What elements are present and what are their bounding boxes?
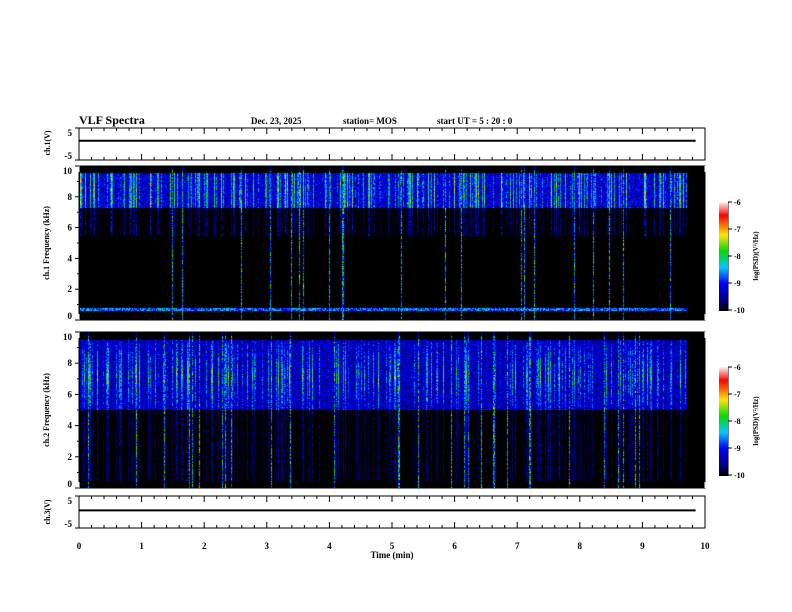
- ch2-freq-label: ch.2 Frequency (kHz): [42, 373, 51, 447]
- x-tick-label: 6: [452, 541, 457, 551]
- y-tick-label: 0: [68, 311, 73, 321]
- colorbar-tick-label: -9: [734, 279, 741, 288]
- y-tick-label: 4: [68, 253, 73, 263]
- colorbar2-label: log(PSD)(V²/Hz): [752, 396, 760, 446]
- y-tick-label: 2: [68, 452, 73, 462]
- x-tick-label: 5: [390, 541, 395, 551]
- x-tick-label: 4: [327, 541, 332, 551]
- y-tick-label: 6: [68, 223, 73, 233]
- y-tick-label: 8: [68, 358, 73, 368]
- x-tick-label: 7: [515, 541, 520, 551]
- y-tick-label: 6: [68, 389, 73, 399]
- colorbar-tick-label: -7: [734, 390, 741, 399]
- x-tick-label: 1: [139, 541, 144, 551]
- x-tick-label: 0: [77, 541, 82, 551]
- ch3-v-label: ch.3(V): [43, 499, 52, 524]
- y-tick-label: 10: [63, 332, 73, 342]
- y-tick-label: 5: [68, 128, 73, 138]
- x-tick-label: 9: [640, 541, 645, 551]
- x-tick-label: 10: [701, 541, 711, 551]
- colorbar-tick-label: -8: [734, 252, 741, 261]
- y-tick-label: 5: [68, 496, 73, 506]
- x-tick-label: 8: [578, 541, 583, 551]
- x-tick-label: 2: [202, 541, 207, 551]
- x-axis-label: Time (min): [370, 550, 413, 560]
- ch1-spectrogram: [80, 166, 696, 320]
- x-tick-label: 3: [265, 541, 270, 551]
- colorbar-tick-label: -9: [734, 444, 741, 453]
- y-tick-label: 0: [68, 479, 73, 489]
- colorbar1: [719, 202, 728, 311]
- y-tick-label: -5: [65, 151, 73, 161]
- ch1-v-label: ch.1(V): [43, 130, 52, 155]
- colorbar-tick-label: -8: [734, 417, 741, 426]
- y-tick-label: 4: [68, 421, 73, 431]
- y-tick-label: 8: [68, 192, 73, 202]
- colorbar-tick-label: -10: [734, 306, 745, 315]
- ch2-spectrogram: [80, 332, 696, 488]
- y-tick-label: 10: [63, 166, 73, 176]
- colorbar-tick-label: -6: [734, 363, 741, 372]
- colorbar-tick-label: -7: [734, 225, 741, 234]
- colorbar-tick-label: -10: [734, 471, 745, 480]
- y-tick-label: 2: [68, 284, 73, 294]
- start-time-label: start UT = 5 : 20 : 0: [437, 116, 513, 126]
- colorbar-tick-label: -6: [734, 198, 741, 207]
- figure-title: VLF Spectra: [79, 113, 145, 127]
- colorbar2: [719, 367, 728, 476]
- ch1-freq-label: ch.1 Frequency (kHz): [42, 206, 51, 280]
- date-label: Dec. 23, 2025: [251, 116, 302, 126]
- y-tick-label: -5: [65, 519, 73, 529]
- colorbar1-label: log(PSD)(V²/Hz): [752, 231, 760, 281]
- station-label: station= MOS: [343, 116, 397, 126]
